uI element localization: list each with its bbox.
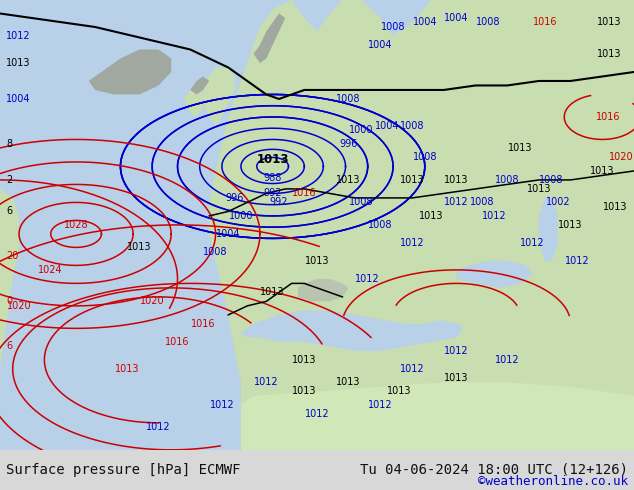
Text: 1013: 1013	[127, 243, 152, 252]
Text: 0: 0	[6, 296, 13, 306]
Text: 1013: 1013	[6, 58, 31, 68]
Text: 1013: 1013	[527, 184, 551, 194]
Polygon shape	[330, 315, 349, 342]
Text: 1012: 1012	[254, 377, 278, 388]
Text: 1013: 1013	[292, 386, 316, 396]
Text: 1012: 1012	[356, 274, 380, 284]
Text: 1013: 1013	[508, 144, 532, 153]
Polygon shape	[241, 310, 463, 351]
Text: 1013: 1013	[603, 202, 627, 212]
Text: 1004: 1004	[444, 13, 469, 23]
Polygon shape	[539, 198, 558, 261]
Text: 1013: 1013	[590, 166, 614, 176]
Text: 1028: 1028	[64, 220, 88, 230]
Text: 1008: 1008	[400, 121, 424, 131]
Text: 1008: 1008	[413, 152, 437, 163]
Polygon shape	[254, 14, 285, 63]
Text: 1008: 1008	[495, 175, 519, 185]
Text: 1012: 1012	[6, 31, 31, 41]
Polygon shape	[298, 279, 349, 301]
Text: 1008: 1008	[381, 22, 405, 32]
Text: 1016: 1016	[191, 319, 215, 329]
Text: Surface pressure [hPa] ECMWF: Surface pressure [hPa] ECMWF	[6, 463, 241, 477]
Text: 1012: 1012	[210, 400, 234, 410]
Text: 1013: 1013	[337, 377, 361, 388]
Text: 1008: 1008	[540, 175, 564, 185]
Text: 1000: 1000	[229, 211, 253, 221]
Text: 1012: 1012	[368, 400, 392, 410]
Polygon shape	[89, 49, 171, 95]
Text: 1016: 1016	[597, 112, 621, 122]
Text: 1013: 1013	[261, 287, 285, 297]
Polygon shape	[203, 68, 235, 126]
Text: 1008: 1008	[349, 197, 373, 207]
Text: 1013: 1013	[305, 256, 329, 266]
Text: 1008: 1008	[204, 247, 228, 257]
Text: 1020: 1020	[609, 152, 633, 163]
Text: 992: 992	[263, 189, 282, 198]
Text: 20: 20	[6, 251, 19, 261]
Text: 1008: 1008	[476, 18, 500, 27]
Text: 1012: 1012	[400, 364, 424, 374]
Text: 2: 2	[6, 175, 13, 185]
Text: 1013: 1013	[444, 175, 469, 185]
Text: 1004: 1004	[375, 121, 399, 131]
Polygon shape	[431, 310, 545, 328]
Text: 1020: 1020	[140, 296, 164, 306]
Text: 1012: 1012	[146, 422, 171, 432]
Text: ©weatheronline.co.uk: ©weatheronline.co.uk	[477, 475, 628, 489]
Polygon shape	[0, 189, 19, 450]
Text: Tu 04-06-2024 18:00 UTC (12+126): Tu 04-06-2024 18:00 UTC (12+126)	[359, 463, 628, 477]
Text: 1016: 1016	[292, 189, 316, 198]
Polygon shape	[184, 85, 203, 117]
Text: 1013: 1013	[597, 18, 621, 27]
Text: 1013: 1013	[597, 49, 621, 59]
Text: 1012: 1012	[444, 197, 469, 207]
Text: 1004: 1004	[368, 40, 392, 50]
Text: 1024: 1024	[39, 265, 63, 275]
Text: 1012: 1012	[305, 409, 329, 419]
Text: 1002: 1002	[546, 197, 570, 207]
Text: 1013: 1013	[292, 355, 316, 365]
Text: 1013: 1013	[115, 364, 139, 374]
Text: 1012: 1012	[495, 355, 519, 365]
Text: 8: 8	[6, 139, 13, 149]
Text: 1004: 1004	[413, 18, 437, 27]
Text: 1008: 1008	[470, 197, 494, 207]
Text: 1004: 1004	[216, 229, 240, 239]
Text: 996: 996	[226, 193, 243, 203]
Text: 1008: 1008	[368, 220, 392, 230]
Text: 1016: 1016	[533, 18, 557, 27]
Text: 1013: 1013	[256, 153, 289, 166]
Polygon shape	[190, 76, 209, 95]
Text: 1013: 1013	[419, 211, 443, 221]
Text: 6: 6	[6, 206, 13, 217]
Text: 996: 996	[340, 139, 358, 149]
Text: 1004: 1004	[6, 94, 31, 104]
Text: 988: 988	[264, 172, 281, 183]
Text: 1013: 1013	[559, 220, 583, 230]
Text: 1016: 1016	[165, 337, 190, 347]
Text: 1008: 1008	[337, 94, 361, 104]
Text: 1012: 1012	[444, 346, 469, 356]
Text: 1000: 1000	[349, 125, 373, 135]
Text: 1013: 1013	[337, 175, 361, 185]
Text: 1012: 1012	[565, 256, 589, 266]
Polygon shape	[456, 261, 533, 288]
Polygon shape	[209, 0, 634, 450]
Text: 1013: 1013	[444, 373, 469, 383]
Text: 1013: 1013	[400, 175, 424, 185]
Text: 1012: 1012	[400, 238, 424, 248]
Text: 1020: 1020	[7, 301, 31, 311]
Text: 1012: 1012	[482, 211, 507, 221]
Text: 1012: 1012	[521, 238, 545, 248]
Polygon shape	[241, 382, 634, 450]
Text: 1013: 1013	[387, 386, 411, 396]
Text: 6: 6	[6, 342, 13, 351]
Text: 992: 992	[269, 197, 288, 207]
